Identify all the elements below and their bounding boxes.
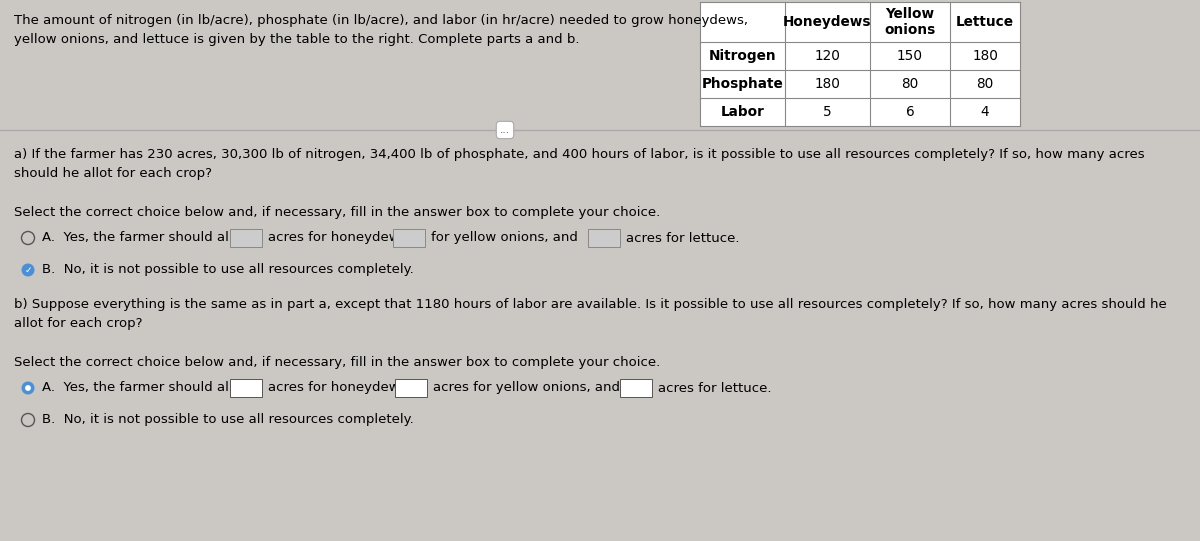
Text: Lettuce: Lettuce [956,15,1014,29]
Text: 180: 180 [815,77,840,91]
Text: 150: 150 [898,49,923,63]
FancyBboxPatch shape [620,379,652,397]
Text: ✓: ✓ [24,266,31,274]
Text: acres for yellow onions, and: acres for yellow onions, and [433,381,620,394]
Text: 5: 5 [823,105,832,119]
FancyBboxPatch shape [588,229,620,247]
FancyBboxPatch shape [230,229,262,247]
Text: Select the correct choice below and, if necessary, fill in the answer box to com: Select the correct choice below and, if … [14,206,660,219]
Circle shape [22,263,35,276]
Text: Nitrogen: Nitrogen [709,49,776,63]
FancyBboxPatch shape [394,229,425,247]
Text: B.  No, it is not possible to use all resources completely.: B. No, it is not possible to use all res… [42,263,414,276]
Text: Select the correct choice below and, if necessary, fill in the answer box to com: Select the correct choice below and, if … [14,356,660,369]
Text: 4: 4 [980,105,989,119]
Circle shape [25,385,31,391]
Text: Yellow
onions: Yellow onions [884,7,936,37]
Text: A.  Yes, the farmer should allot: A. Yes, the farmer should allot [42,381,246,394]
Text: b) Suppose everything is the same as in part a, except that 1180 hours of labor : b) Suppose everything is the same as in … [14,298,1166,329]
Text: Phosphate: Phosphate [702,77,784,91]
FancyBboxPatch shape [395,379,427,397]
Text: for yellow onions, and: for yellow onions, and [431,232,578,245]
FancyBboxPatch shape [230,379,262,397]
Text: 80: 80 [977,77,994,91]
Text: ...: ... [500,125,510,135]
Circle shape [22,381,35,394]
Text: acres for honeydew,: acres for honeydew, [268,381,403,394]
Text: Labor: Labor [720,105,764,119]
Text: acres for lettuce.: acres for lettuce. [626,232,739,245]
Text: The amount of nitrogen (in lb/acre), phosphate (in lb/acre), and labor (in hr/ac: The amount of nitrogen (in lb/acre), pho… [14,14,748,46]
Text: 6: 6 [906,105,914,119]
Text: 180: 180 [972,49,998,63]
Text: Honeydews: Honeydews [784,15,871,29]
Text: A.  Yes, the farmer should allot: A. Yes, the farmer should allot [42,232,246,245]
Text: acres for honeydew,: acres for honeydew, [268,232,403,245]
Bar [700,2,1020,126]
Text: 80: 80 [901,77,919,91]
Text: a) If the farmer has 230 acres, 30,300 lb of nitrogen, 34,400 lb of phosphate, a: a) If the farmer has 230 acres, 30,300 l… [14,148,1145,180]
Text: B.  No, it is not possible to use all resources completely.: B. No, it is not possible to use all res… [42,413,414,426]
Text: acres for lettuce.: acres for lettuce. [658,381,772,394]
Text: 120: 120 [815,49,840,63]
